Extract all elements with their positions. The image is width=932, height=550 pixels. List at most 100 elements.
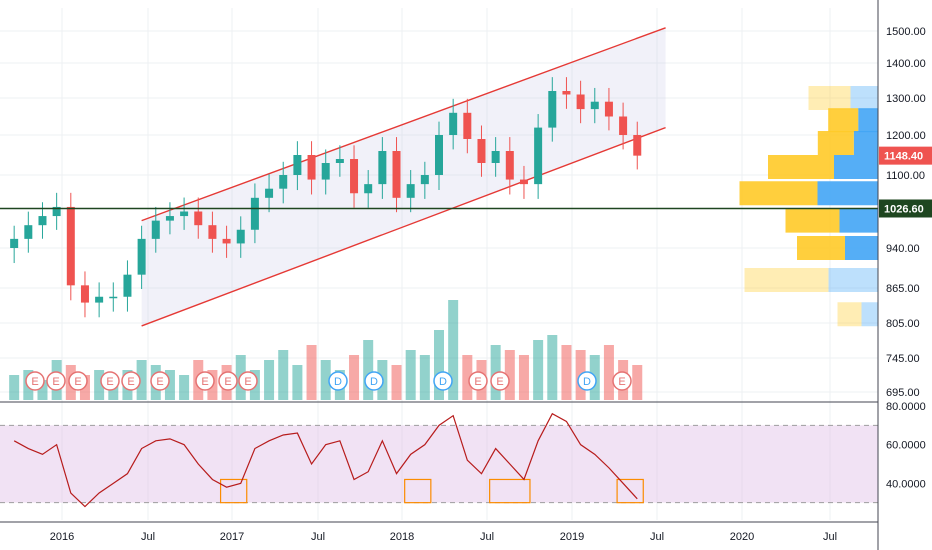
volume-profile-buy bbox=[797, 236, 845, 260]
earnings-marker[interactable]: E bbox=[150, 371, 170, 391]
volume-bar bbox=[434, 330, 444, 400]
volume-bar bbox=[264, 360, 275, 400]
earnings-marker[interactable]: E bbox=[238, 371, 258, 391]
volume-bar bbox=[448, 300, 459, 400]
marker-label: E bbox=[156, 376, 163, 388]
candle-body bbox=[420, 175, 429, 185]
candle-body bbox=[534, 127, 543, 185]
dividend-marker[interactable]: D bbox=[433, 371, 453, 391]
rsi-highlight-box bbox=[219, 478, 248, 504]
marker-circle bbox=[121, 371, 141, 391]
candle-body bbox=[519, 179, 528, 185]
volume-bar bbox=[547, 335, 558, 400]
earnings-marker[interactable]: E bbox=[490, 371, 510, 391]
price-label-text: 1026.60 bbox=[884, 203, 924, 215]
earnings-marker[interactable]: E bbox=[468, 371, 488, 391]
rsi-axis-tick: 40.0000 bbox=[886, 478, 926, 490]
marker-label: D bbox=[370, 376, 378, 388]
dividend-marker[interactable]: D bbox=[577, 371, 597, 391]
candle-body bbox=[335, 159, 344, 163]
candle-body bbox=[293, 155, 302, 175]
volume-bar bbox=[9, 375, 20, 400]
candle-body bbox=[562, 91, 571, 95]
volume-bar bbox=[603, 345, 614, 400]
dividend-marker[interactable]: D bbox=[328, 371, 348, 391]
marker-circle bbox=[150, 371, 170, 391]
marker-circle bbox=[46, 371, 66, 391]
earnings-marker[interactable]: E bbox=[612, 371, 632, 391]
candle-body bbox=[194, 211, 203, 226]
volume-profile-sell bbox=[845, 236, 878, 260]
candle-body bbox=[619, 116, 628, 135]
candle-body bbox=[463, 112, 472, 139]
price-axis-tick: 865.00 bbox=[886, 283, 920, 295]
candle-body bbox=[364, 184, 373, 194]
volume-bar bbox=[37, 380, 48, 400]
volume-profile-sell bbox=[828, 268, 878, 292]
volume-bar bbox=[320, 360, 331, 400]
marker-label: E bbox=[201, 376, 208, 388]
earnings-marker[interactable]: E bbox=[195, 371, 215, 391]
marker-label: E bbox=[127, 376, 134, 388]
volume-bar bbox=[292, 365, 303, 400]
price-axis-tick: 745.00 bbox=[886, 353, 920, 365]
candle-body bbox=[265, 188, 274, 198]
candle-body bbox=[378, 151, 387, 185]
candle-body bbox=[109, 296, 118, 299]
candle-body bbox=[180, 211, 189, 217]
marker-label: E bbox=[74, 376, 81, 388]
time-axis-tick: Jul bbox=[311, 531, 325, 543]
volume-bar bbox=[363, 340, 374, 400]
marker-circle bbox=[195, 371, 215, 391]
dividend-marker[interactable]: D bbox=[364, 371, 384, 391]
time-axis-tick: 2016 bbox=[50, 531, 74, 543]
candle-body bbox=[477, 139, 486, 163]
candles bbox=[10, 77, 642, 318]
earnings-marker[interactable]: E bbox=[121, 371, 141, 391]
candle-body bbox=[435, 135, 443, 175]
volume-bar bbox=[533, 340, 544, 400]
price-axis-tick: 1300.00 bbox=[886, 93, 926, 105]
earnings-marker[interactable]: E bbox=[68, 371, 88, 391]
marker-circle bbox=[364, 371, 384, 391]
volume-profile-sell bbox=[817, 181, 878, 206]
candle-body bbox=[95, 296, 104, 303]
earnings-marker[interactable]: E bbox=[25, 371, 45, 391]
volume-profile-buy bbox=[808, 86, 851, 110]
volume-profile-buy bbox=[768, 155, 834, 179]
earnings-marker[interactable]: E bbox=[46, 371, 66, 391]
volume-profile-buy bbox=[739, 181, 818, 206]
candle-body bbox=[80, 285, 89, 303]
rsi-axis-tick: 80.0000 bbox=[886, 401, 926, 413]
volume-bar bbox=[391, 365, 402, 400]
earnings-marker[interactable]: E bbox=[218, 371, 238, 391]
volume-bar bbox=[179, 375, 190, 400]
marker-label: E bbox=[52, 376, 59, 388]
volume-profile-buy bbox=[817, 131, 854, 155]
candle-body bbox=[165, 216, 174, 221]
candle-body bbox=[406, 184, 415, 198]
time-axis-tick: 2019 bbox=[560, 531, 584, 543]
candle-body bbox=[208, 225, 217, 239]
price-axis-tick: 805.00 bbox=[886, 318, 920, 330]
marker-circle bbox=[68, 371, 88, 391]
volume-bar bbox=[164, 370, 175, 400]
candle-body bbox=[307, 155, 316, 180]
rsi-highlight-box bbox=[404, 478, 432, 504]
candle-body bbox=[24, 225, 33, 239]
marker-circle bbox=[433, 371, 453, 391]
marker-circle bbox=[490, 371, 510, 391]
candle-body bbox=[604, 101, 613, 117]
candle-body bbox=[633, 135, 642, 156]
candle-body bbox=[250, 197, 259, 230]
candle-body bbox=[590, 101, 599, 110]
candle-body bbox=[321, 163, 330, 180]
rsi-band bbox=[0, 425, 878, 503]
candle-body bbox=[576, 94, 585, 110]
earnings-marker[interactable]: E bbox=[100, 371, 120, 391]
marker-circle bbox=[468, 371, 488, 391]
rsi-axis-tick: 60.0000 bbox=[886, 440, 926, 452]
time-axis-tick: 2020 bbox=[730, 531, 754, 543]
price-axis-tick: 1100.00 bbox=[886, 170, 925, 182]
